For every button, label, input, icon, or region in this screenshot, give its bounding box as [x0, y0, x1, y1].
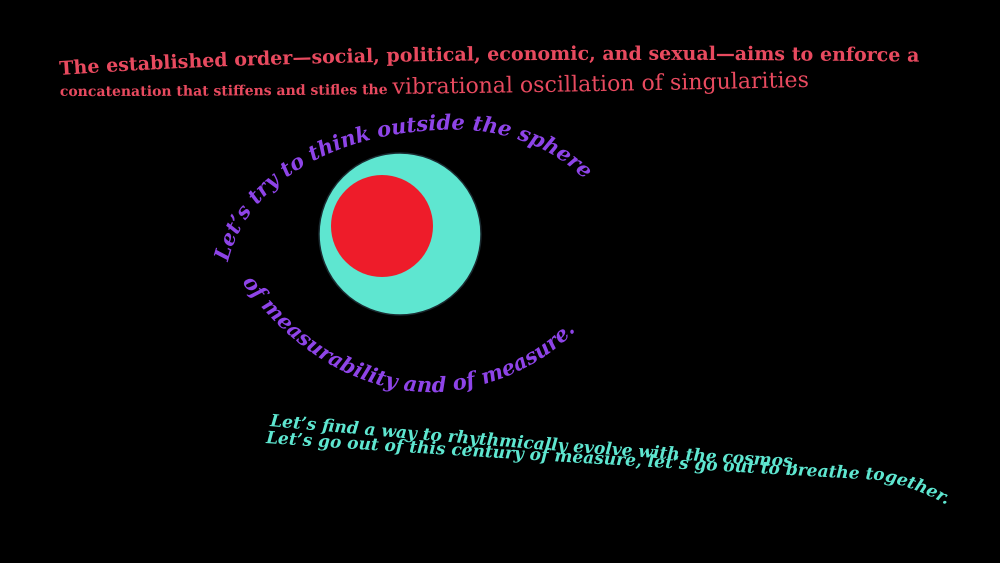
pupil-circle — [331, 175, 433, 277]
top-text-line2-small: concatenation that stiffens and stifles … — [60, 82, 393, 100]
